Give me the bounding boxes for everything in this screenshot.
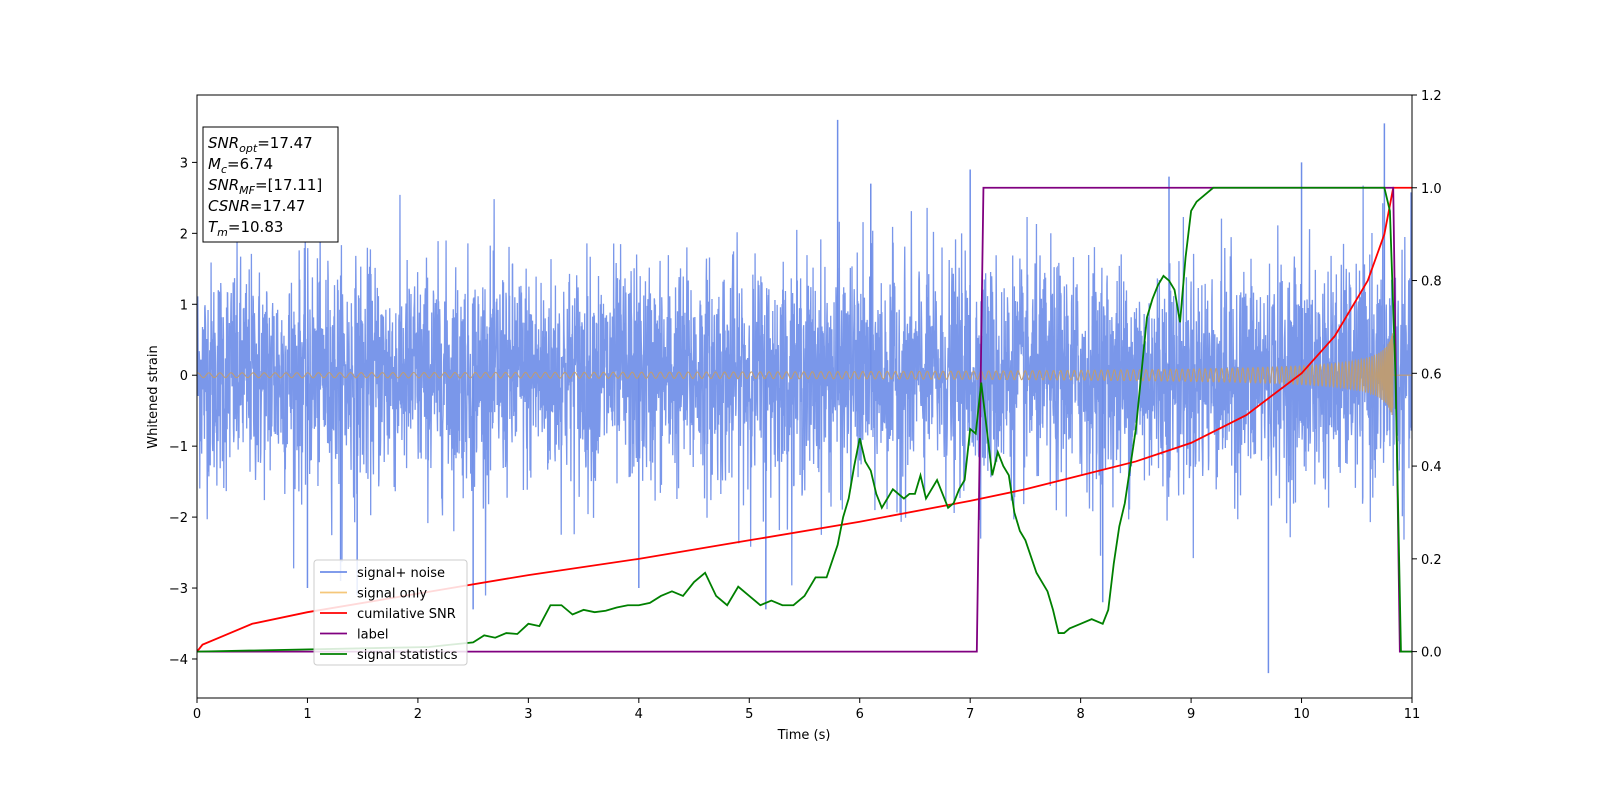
y2-tick-label: 0.8 [1421, 275, 1442, 290]
y2-tick-label: 1.0 [1421, 182, 1442, 197]
x-tick-label: 3 [524, 707, 532, 722]
annotation-frame [202, 126, 339, 243]
legend-entry: signal+ noise [357, 566, 445, 581]
legend-entry: cumilative SNR [357, 607, 456, 622]
y2-tick-label: 0.4 [1421, 460, 1442, 475]
x-tick-label: 8 [1076, 707, 1084, 722]
x-tick-label: 10 [1293, 707, 1310, 722]
y-tick-label: −1 [169, 440, 188, 455]
annotation-line: CSNR=17.47 [208, 197, 305, 215]
legend-entry: label [357, 628, 388, 643]
x-tick-label: 0 [193, 707, 201, 722]
x-tick-label: 1 [303, 707, 311, 722]
x-tick-label: 11 [1404, 707, 1421, 722]
x-tick-label: 2 [414, 707, 422, 722]
y-tick-label: −3 [169, 582, 188, 597]
annotation-line: SNRopt=17.47 [208, 134, 313, 155]
annotation-base: CSNR [208, 197, 250, 215]
legend-entry: signal only [357, 587, 427, 602]
y-tick-label: −2 [169, 511, 188, 526]
annotation-base: SNR [208, 134, 239, 152]
x-tick-label: 7 [966, 707, 974, 722]
y-axis-right: 1.2 1.0 0.8 0.6 0.4 0.2 0.0 [1412, 89, 1442, 661]
y-tick-label: −4 [169, 653, 188, 668]
x-tick-label: 5 [745, 707, 753, 722]
x-axis-label: Time (s) [777, 728, 831, 743]
x-tick-label: 6 [856, 707, 864, 722]
y-tick-label: 1 [180, 298, 188, 313]
annotation-base: T [208, 218, 219, 236]
series-signal-only [197, 333, 1412, 416]
legend-frame [313, 559, 468, 666]
legend-entry: signal statistics [357, 648, 458, 663]
y2-tick-label: 0.2 [1421, 553, 1442, 568]
series-signal-statistics [197, 186, 1412, 653]
y2-tick-label: 0.0 [1421, 646, 1442, 661]
series-signal-noise [197, 185, 1412, 596]
annotation-box: SNRopt=17.47Mc=6.74SNRMF=[17.11]CSNR=17.… [202, 126, 339, 243]
annotation-value: =10.83 [228, 218, 284, 236]
y-axis-label: Whitened strain [146, 345, 161, 448]
x-tick-label: 4 [635, 707, 643, 722]
annotation-line: Mc=6.74 [208, 155, 273, 176]
annotation-sub: MF [239, 184, 255, 197]
annotation-sub: c [221, 163, 227, 176]
y-axis-left: 3 2 1 0 −1 −2 −3 −4 [169, 156, 197, 668]
y2-tick-label: 0.6 [1421, 367, 1442, 382]
annotation-line: SNRMF=[17.11] [208, 176, 322, 197]
y-tick-label: 0 [180, 369, 188, 384]
annotation-value: =17.47 [250, 197, 306, 215]
legend: signal+ noise signal only cumilative SNR la… [313, 559, 468, 666]
x-tick-label: 9 [1187, 707, 1195, 722]
plot-frame [196, 94, 1413, 699]
annotation-sub: m [217, 226, 228, 239]
annotation-value: =6.74 [227, 155, 273, 173]
annotation-base: SNR [208, 176, 239, 194]
annotation-base: M [208, 155, 221, 173]
y2-tick-label: 1.2 [1421, 89, 1442, 104]
annotation-sub: opt [239, 142, 258, 155]
y-tick-label: 2 [180, 227, 188, 242]
annotation-line: Tm=10.83 [208, 218, 283, 239]
x-axis: 0 1 2 3 4 5 6 7 8 9 10 11 [193, 698, 1420, 722]
annotation-value: =[17.11] [255, 176, 322, 194]
y-tick-label: 3 [180, 156, 188, 171]
annotation-value: =17.47 [257, 134, 313, 152]
